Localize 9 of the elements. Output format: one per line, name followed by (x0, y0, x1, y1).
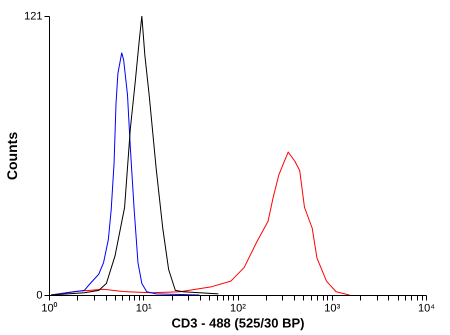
x-tick-label: 10¹ (136, 302, 152, 314)
x-tick-label: 10³ (324, 302, 341, 314)
x-axis-title: CD3 - 488 (525/30 BP) (172, 316, 304, 330)
x-tick-label: 10⁴ (418, 302, 436, 314)
y-tick-label: 121 (24, 10, 42, 22)
y-tick-label: 0 (36, 290, 42, 302)
x-tick-label: 10² (230, 302, 246, 314)
x-tick-label: 10⁰ (41, 302, 58, 314)
y-axis-title: Counts (4, 132, 20, 180)
